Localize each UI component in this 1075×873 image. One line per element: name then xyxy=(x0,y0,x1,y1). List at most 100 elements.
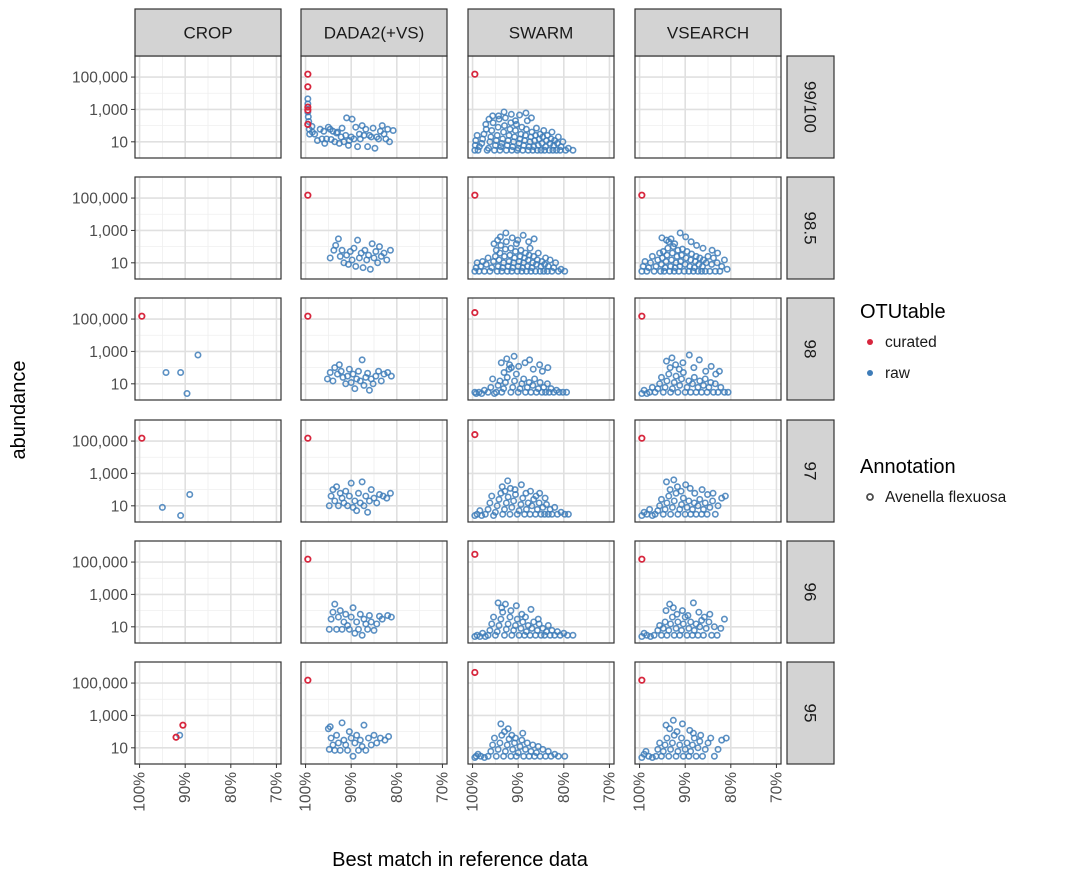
point-raw xyxy=(688,380,696,388)
point-raw xyxy=(699,752,707,760)
panel-points xyxy=(638,191,731,275)
point-raw xyxy=(665,752,673,760)
point-raw xyxy=(665,370,673,378)
point-raw xyxy=(699,244,707,252)
y-axis-97: 10 1,000 100,000 xyxy=(72,434,135,515)
panels-layer xyxy=(134,55,782,765)
point-raw xyxy=(494,236,502,244)
panel-border xyxy=(634,176,782,280)
point-raw xyxy=(569,631,577,639)
point-raw xyxy=(657,373,665,381)
point-raw xyxy=(709,497,717,505)
point-raw xyxy=(721,492,729,500)
point-raw xyxy=(676,741,684,749)
point-raw xyxy=(359,264,367,272)
point-raw xyxy=(487,747,495,755)
point-raw xyxy=(327,734,335,742)
point-raw xyxy=(494,123,502,131)
point-raw xyxy=(389,126,397,134)
point-curated xyxy=(471,668,479,677)
point-raw xyxy=(703,510,711,518)
point-raw xyxy=(663,377,671,385)
point-raw xyxy=(532,267,540,275)
point-raw xyxy=(370,731,378,739)
y-tick-label: 1,000 xyxy=(89,344,128,361)
point-raw xyxy=(183,390,191,398)
point-raw xyxy=(722,734,730,742)
point-raw xyxy=(515,362,523,370)
point-raw xyxy=(507,110,515,118)
point-raw xyxy=(709,489,717,497)
panel-95-swarm xyxy=(467,661,615,765)
point-raw xyxy=(512,240,520,248)
point-raw xyxy=(680,267,688,275)
x-tick-label: 70% xyxy=(601,772,618,803)
panel-points xyxy=(471,70,577,154)
x-tick-label: 100% xyxy=(132,772,149,812)
point-raw xyxy=(711,510,719,518)
x-axis-title: Best match in reference data xyxy=(332,849,589,871)
legend-key-dot xyxy=(867,370,873,376)
point-curated xyxy=(138,312,146,320)
point-raw xyxy=(661,383,669,391)
strip-box xyxy=(786,297,835,401)
point-raw xyxy=(668,354,676,362)
point-raw xyxy=(381,736,389,744)
panel-border xyxy=(300,176,448,280)
point-raw xyxy=(162,368,170,376)
point-raw xyxy=(520,375,528,383)
legend-entry-avenella-flexuosa: Avenella flexuosa xyxy=(866,489,1007,506)
x-tick-label: 100% xyxy=(298,772,315,812)
point-raw xyxy=(708,246,716,254)
point-raw xyxy=(352,123,360,131)
point-raw xyxy=(678,501,686,509)
point-raw xyxy=(706,503,714,511)
point-raw xyxy=(717,383,725,391)
point-curated xyxy=(304,434,312,442)
point-raw xyxy=(678,375,686,383)
point-raw xyxy=(710,623,718,631)
strip-label: VSEARCH xyxy=(667,24,749,43)
panel-97-dada2-vs xyxy=(300,419,448,523)
point-raw xyxy=(714,249,722,257)
point-raw xyxy=(511,117,519,125)
point-raw xyxy=(561,752,569,760)
point-raw xyxy=(513,615,521,623)
panel-95-vsearch xyxy=(634,661,782,765)
point-raw xyxy=(375,490,383,498)
point-raw xyxy=(690,264,698,272)
point-raw xyxy=(666,364,674,372)
point-raw xyxy=(554,752,562,760)
point-raw xyxy=(494,599,502,607)
point-raw xyxy=(552,259,560,267)
point-raw xyxy=(504,493,512,501)
point-raw xyxy=(373,620,381,628)
point-raw xyxy=(688,741,696,749)
panel-points xyxy=(638,676,730,762)
point-raw xyxy=(683,383,691,391)
point-raw xyxy=(320,127,328,135)
point-raw xyxy=(186,490,194,498)
point-raw xyxy=(491,508,499,516)
panel-border xyxy=(300,661,448,765)
panel-97-swarm xyxy=(467,419,615,523)
point-raw xyxy=(720,256,728,264)
point-raw xyxy=(692,252,700,260)
strip-label: SWARM xyxy=(509,24,574,43)
point-raw xyxy=(177,512,185,520)
panel-98-vsearch xyxy=(634,297,782,401)
point-raw xyxy=(669,604,677,612)
point-raw xyxy=(667,235,675,243)
strip-label: 97 xyxy=(801,462,820,481)
point-raw xyxy=(668,249,676,257)
point-raw xyxy=(659,247,667,255)
point-raw xyxy=(676,381,684,389)
point-raw xyxy=(354,367,362,375)
point-raw xyxy=(501,487,509,495)
panel-97-crop xyxy=(134,419,282,523)
point-raw xyxy=(493,628,501,636)
point-raw xyxy=(351,629,359,637)
panel-points xyxy=(471,191,569,275)
point-raw xyxy=(522,628,530,636)
